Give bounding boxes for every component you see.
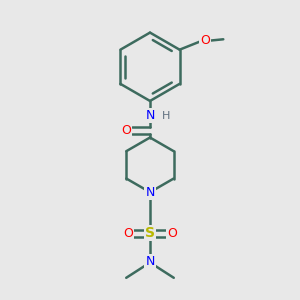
Text: H: H bbox=[162, 111, 170, 121]
Text: N: N bbox=[145, 186, 155, 199]
Text: N: N bbox=[145, 109, 155, 122]
Text: S: S bbox=[145, 226, 155, 240]
Text: O: O bbox=[200, 34, 210, 47]
Text: N: N bbox=[145, 255, 155, 268]
Text: O: O bbox=[167, 227, 177, 240]
Text: O: O bbox=[121, 124, 131, 137]
Text: O: O bbox=[123, 227, 133, 240]
